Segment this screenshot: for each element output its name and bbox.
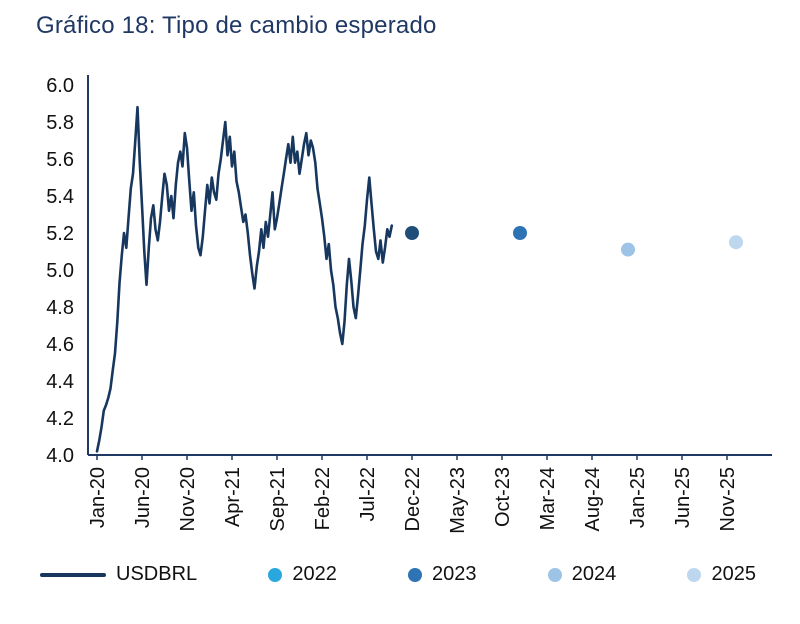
x-axis-label: May-23 (447, 467, 469, 534)
y-axis-label: 4.4 (46, 371, 74, 393)
x-axis-label: Nov-20 (177, 467, 199, 531)
y-axis-label: 5.6 (46, 149, 74, 171)
legend-label: 2023 (432, 563, 477, 585)
legend-dot-swatch (408, 567, 423, 582)
legend-line-swatch (40, 572, 106, 577)
chart-title: Gráfico 18: Tipo de cambio esperado (36, 12, 437, 39)
y-axis-label: 5.0 (46, 260, 74, 282)
legend-label: 2024 (571, 563, 617, 585)
forecast-dot-2023 (513, 226, 527, 240)
x-axis-label: Jun-25 (672, 467, 694, 528)
legend-item-usdbrl: USDBRL (40, 563, 197, 586)
x-axis-label: Dec-22 (402, 467, 424, 531)
y-axis-label: 5.8 (46, 112, 74, 134)
x-axis-label: Mar-24 (537, 467, 559, 530)
y-axis-label: 5.2 (46, 223, 74, 245)
legend-dot-swatch (687, 567, 702, 582)
forecast-dot-2022 (405, 226, 419, 240)
x-axis-label: Aug-24 (582, 467, 604, 532)
x-axis-label: Jul-22 (357, 467, 379, 521)
forecast-dot-2024 (621, 242, 635, 257)
y-axis-label: 4.6 (46, 334, 74, 356)
y-axis-label: 6.0 (46, 75, 74, 97)
usdbrl-line (95, 105, 394, 453)
legend-label: 2022 (292, 563, 337, 585)
x-axis-label: Sep-21 (267, 467, 289, 532)
x-axis-label: Jan-20 (87, 467, 109, 528)
legend-item-2023: 2023 (408, 563, 477, 586)
chart-legend: USDBRL 2022 2023 2024 2025 (40, 563, 756, 586)
legend-dot-swatch (268, 567, 283, 582)
y-axis-label: 4.0 (46, 445, 74, 467)
x-axis-label: Apr-21 (222, 467, 244, 527)
x-axis-label: Feb-22 (312, 467, 334, 530)
y-axis-label: 5.4 (46, 186, 74, 208)
x-axis-label: Nov-25 (717, 467, 739, 531)
legend-label: 2025 (711, 563, 756, 585)
legend-item-2024: 2024 (547, 563, 617, 586)
x-axis-label: Oct-23 (492, 467, 514, 527)
exchange-rate-chart: 4.0 4.2 4.4 4.6 4.8 5.0 5.2 5.4 5.6 5.8 6.0 Jan-20 J… (46, 75, 772, 534)
legend-item-2025: 2025 (687, 563, 756, 586)
legend-dot-swatch (547, 567, 562, 582)
forecast-dot-2025 (729, 235, 743, 250)
x-axis-label: Jan-25 (627, 467, 649, 528)
y-axis-label: 4.8 (46, 297, 74, 319)
x-axis-label: Jun-20 (132, 467, 154, 528)
y-axis-label: 4.2 (46, 408, 74, 430)
legend-item-2022: 2022 (268, 563, 337, 586)
legend-label: USDBRL (116, 563, 198, 585)
